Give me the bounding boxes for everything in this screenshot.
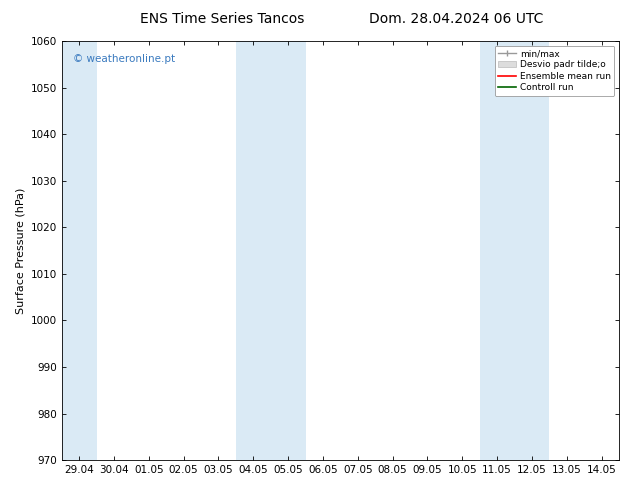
Bar xyxy=(61,41,96,460)
Bar xyxy=(236,41,306,460)
Text: Dom. 28.04.2024 06 UTC: Dom. 28.04.2024 06 UTC xyxy=(369,12,544,26)
Legend: min/max, Desvio padr tilde;o, Ensemble mean run, Controll run: min/max, Desvio padr tilde;o, Ensemble m… xyxy=(495,46,614,96)
Text: © weatheronline.pt: © weatheronline.pt xyxy=(73,53,175,64)
Text: ENS Time Series Tancos: ENS Time Series Tancos xyxy=(139,12,304,26)
Bar xyxy=(480,41,549,460)
Y-axis label: Surface Pressure (hPa): Surface Pressure (hPa) xyxy=(15,187,25,314)
